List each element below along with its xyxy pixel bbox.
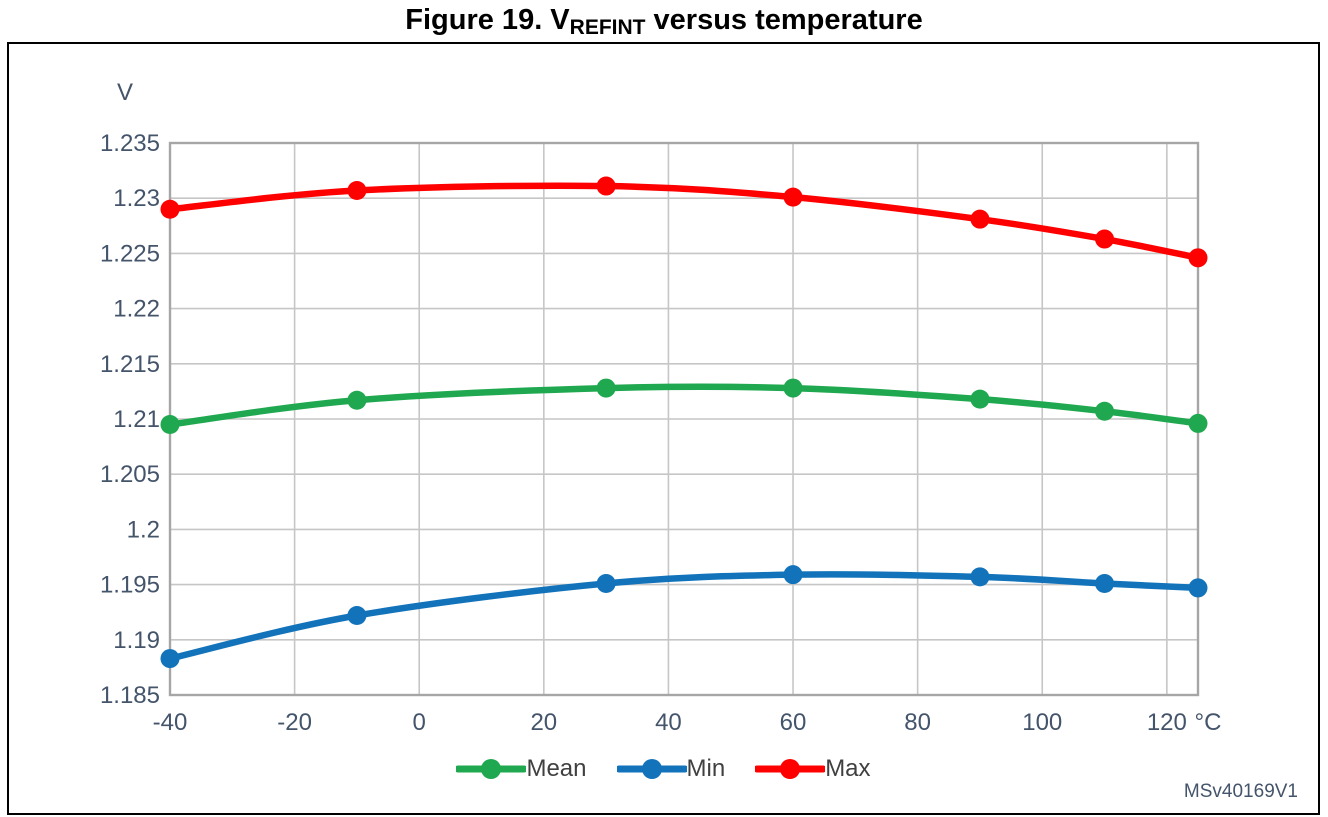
y-tick-label: 1.205 (100, 461, 160, 488)
figure-reference-code: MSv40169V1 (1183, 781, 1298, 802)
data-point-mean (347, 390, 367, 410)
data-point-mean (596, 378, 616, 398)
y-tick-label: 1.23 (113, 185, 160, 212)
data-point-mean (1095, 401, 1115, 421)
data-point-mean (160, 415, 180, 435)
data-point-max (970, 209, 990, 229)
x-tick-label: 120 (1147, 709, 1187, 736)
legend-item-mean: Mean (456, 755, 587, 782)
x-tick-label: 20 (530, 709, 557, 736)
data-point-max (347, 180, 367, 200)
data-point-max (1188, 248, 1208, 268)
data-point-min (596, 573, 616, 593)
legend-marker-min (616, 759, 687, 779)
y-tick-label: 1.225 (100, 240, 160, 267)
legend-marker-mean (456, 759, 527, 779)
figure-title: Figure 19. VREFINT versus temperature (0, 4, 1328, 39)
data-point-min (160, 649, 180, 669)
data-point-mean (970, 389, 990, 409)
x-tick-label: 100 (1022, 709, 1062, 736)
legend-dot (481, 759, 502, 779)
x-tick-label: 60 (780, 709, 807, 736)
y-tick-label: 1.215 (100, 351, 160, 378)
figure-frame: 1.185 1.19 1.195 1.2 1.205 1.21 1.215 1.22 1.225… (7, 42, 1320, 815)
legend-label-min: Min (686, 755, 726, 782)
y-tick-label: 1.19 (113, 627, 160, 654)
series-line-max (166, 182, 1202, 262)
legend-dot (780, 759, 801, 779)
data-point-min (970, 567, 990, 587)
x-tick-label: -20 (277, 709, 312, 736)
data-point-min (783, 565, 803, 585)
legend-item-max: Max (755, 755, 871, 782)
y-tick-label: 1.235 (100, 130, 160, 157)
data-point-mean (783, 378, 803, 398)
legend-dot (641, 759, 662, 779)
data-point-max (1095, 229, 1115, 249)
data-point-max (596, 176, 616, 196)
y-tick-label: 1.22 (113, 296, 160, 323)
data-point-min (1188, 578, 1208, 598)
line-chart: 1.185 1.19 1.195 1.2 1.205 1.21 1.215 1.22 1.225… (100, 79, 1222, 736)
data-point-min (347, 606, 367, 626)
x-axis-unit-label: °C (1195, 709, 1222, 736)
legend-label-max: Max (825, 755, 871, 782)
figure-title-prefix: Figure 19. V (405, 4, 570, 36)
figure-title-suffix: versus temperature (645, 4, 923, 36)
data-point-max (783, 187, 803, 207)
data-point-mean (1188, 413, 1208, 433)
x-tick-label: 40 (655, 709, 682, 736)
legend-item-min: Min (616, 755, 726, 782)
y-tick-label: 1.21 (113, 406, 160, 433)
legend-marker-max (755, 759, 826, 779)
chart-legend: Mean Min Max (9, 756, 1318, 782)
data-point-min (1095, 573, 1115, 593)
figure-title-subscript: REFINT (569, 16, 646, 39)
x-tick-label: -40 (153, 709, 188, 736)
y-tick-label: 1.195 (100, 572, 160, 599)
y-tick-label: 1.2 (127, 516, 160, 543)
x-tick-label: 0 (413, 709, 426, 736)
y-axis-unit-label: V (117, 79, 133, 106)
x-tick-label: 80 (904, 709, 931, 736)
y-tick-label: 1.185 (100, 682, 160, 709)
series-line-min (166, 571, 1202, 662)
data-point-max (160, 199, 180, 219)
legend-label-mean: Mean (526, 755, 587, 782)
